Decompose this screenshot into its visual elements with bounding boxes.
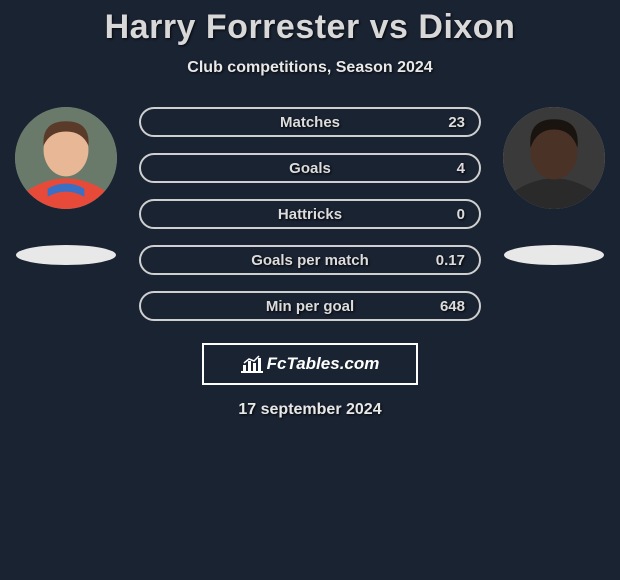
brand-box[interactable]: FcTables.com xyxy=(202,343,418,385)
player-right-column xyxy=(499,107,609,265)
stat-value: 4 xyxy=(457,160,465,177)
stat-row-goals: Goals 4 xyxy=(139,153,481,183)
page-title: Harry Forrester vs Dixon xyxy=(0,8,620,47)
player-right-shadow xyxy=(504,245,604,265)
stat-value: 0.17 xyxy=(436,252,465,269)
stat-row-matches: Matches 23 xyxy=(139,107,481,137)
main-row: Matches 23 Goals 4 Hattricks 0 Goals per… xyxy=(0,107,620,321)
player-left-column xyxy=(11,107,121,265)
stats-column: Matches 23 Goals 4 Hattricks 0 Goals per… xyxy=(139,107,481,321)
comparison-card: Harry Forrester vs Dixon Club competitio… xyxy=(0,0,620,419)
stat-label: Hattricks xyxy=(278,206,342,223)
player-left-avatar xyxy=(15,107,117,209)
stat-label: Goals xyxy=(289,160,331,177)
stat-value: 0 xyxy=(457,206,465,223)
chart-icon xyxy=(241,355,263,373)
stat-label: Goals per match xyxy=(251,252,369,269)
stat-row-min-per-goal: Min per goal 648 xyxy=(139,291,481,321)
stat-value: 648 xyxy=(440,298,465,315)
player-left-shadow xyxy=(16,245,116,265)
stat-label: Matches xyxy=(280,114,340,131)
stat-label: Min per goal xyxy=(266,298,354,315)
date-label: 17 september 2024 xyxy=(0,401,620,419)
player-right-avatar xyxy=(503,107,605,209)
page-subtitle: Club competitions, Season 2024 xyxy=(0,59,620,77)
stat-row-hattricks: Hattricks 0 xyxy=(139,199,481,229)
stat-value: 23 xyxy=(448,114,465,131)
stat-row-goals-per-match: Goals per match 0.17 xyxy=(139,245,481,275)
brand-label: FcTables.com xyxy=(267,354,380,374)
